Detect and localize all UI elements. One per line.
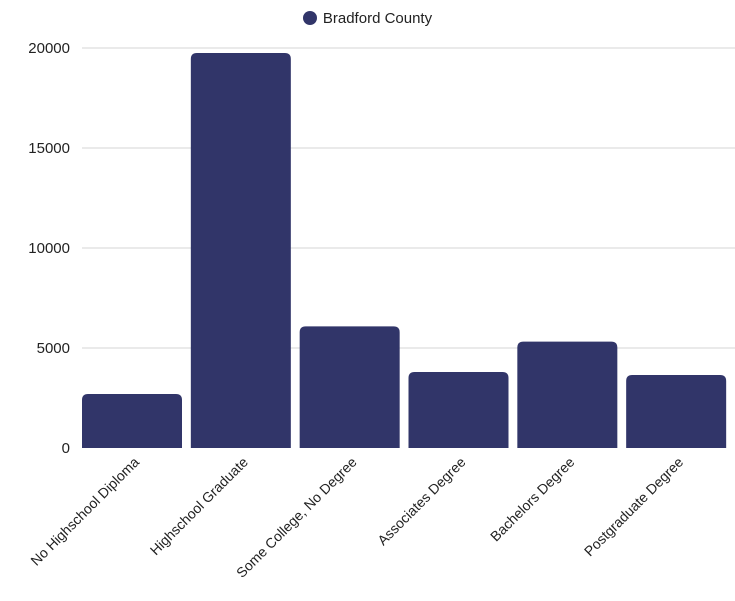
bar[interactable]	[517, 341, 618, 448]
bar[interactable]	[299, 326, 400, 448]
bars	[82, 53, 727, 448]
bar[interactable]	[626, 375, 727, 448]
y-tick-label: 10000	[28, 240, 70, 257]
y-tick-label: 5000	[37, 340, 70, 357]
x-tick-label: Highschool Graduate	[147, 454, 251, 558]
gridlines	[82, 47, 735, 349]
bar[interactable]	[82, 394, 182, 448]
legend: Bradford County	[0, 9, 735, 29]
bar[interactable]	[408, 372, 509, 448]
x-tick-label: No Highschool Diploma	[27, 454, 142, 569]
legend-swatch	[302, 11, 317, 25]
x-tick-label: Some College, No Degree	[233, 454, 360, 581]
x-axis: No Highschool Diploma Highschool Graduate…	[27, 454, 686, 581]
y-tick-label: 15000	[28, 140, 70, 157]
x-tick-label: Associates Degree	[374, 454, 469, 549]
legend-label: Bradford County	[322, 10, 433, 27]
y-tick-label: 0	[62, 440, 70, 457]
y-tick-label: 20000	[28, 40, 70, 57]
y-axis: 0 5000 10000 15000 20000	[28, 40, 70, 457]
bar[interactable]	[190, 53, 291, 448]
x-tick-label: Bachelors Degree	[487, 454, 578, 545]
x-tick-label: Postgraduate Degree	[581, 454, 687, 560]
